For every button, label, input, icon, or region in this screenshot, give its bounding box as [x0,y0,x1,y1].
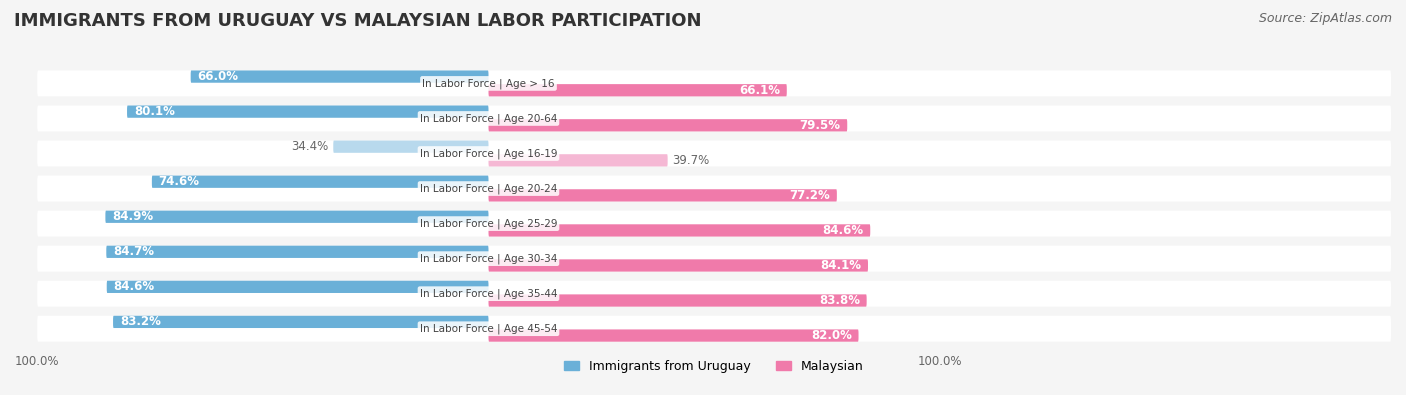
Text: In Labor Force | Age 20-64: In Labor Force | Age 20-64 [420,113,557,124]
Text: 82.0%: 82.0% [811,329,852,342]
Text: 84.1%: 84.1% [820,259,862,272]
FancyBboxPatch shape [488,224,870,237]
Text: 74.6%: 74.6% [159,175,200,188]
FancyBboxPatch shape [488,294,866,307]
Text: 84.6%: 84.6% [114,280,155,293]
FancyBboxPatch shape [105,211,488,223]
FancyBboxPatch shape [488,260,868,272]
Text: 34.4%: 34.4% [291,140,329,153]
Text: In Labor Force | Age 20-24: In Labor Force | Age 20-24 [420,183,557,194]
FancyBboxPatch shape [488,154,668,166]
FancyBboxPatch shape [37,211,1391,237]
Text: In Labor Force | Age 25-29: In Labor Force | Age 25-29 [420,218,557,229]
FancyBboxPatch shape [333,141,488,153]
Text: In Labor Force | Age > 16: In Labor Force | Age > 16 [422,78,555,88]
Text: In Labor Force | Age 16-19: In Labor Force | Age 16-19 [420,148,557,159]
Text: Source: ZipAtlas.com: Source: ZipAtlas.com [1258,12,1392,25]
Text: In Labor Force | Age 45-54: In Labor Force | Age 45-54 [420,324,557,334]
FancyBboxPatch shape [152,176,488,188]
FancyBboxPatch shape [37,316,1391,342]
Text: 84.9%: 84.9% [112,210,153,223]
FancyBboxPatch shape [191,70,488,83]
Text: 66.1%: 66.1% [740,84,780,97]
FancyBboxPatch shape [488,329,859,342]
Text: 39.7%: 39.7% [672,154,710,167]
Text: 79.5%: 79.5% [800,119,841,132]
Text: In Labor Force | Age 35-44: In Labor Force | Age 35-44 [420,288,557,299]
FancyBboxPatch shape [488,189,837,201]
Text: 83.2%: 83.2% [120,315,160,328]
FancyBboxPatch shape [37,281,1391,307]
Text: 84.7%: 84.7% [112,245,155,258]
FancyBboxPatch shape [488,84,787,96]
FancyBboxPatch shape [127,105,488,118]
FancyBboxPatch shape [37,70,1391,96]
Text: 80.1%: 80.1% [134,105,174,118]
FancyBboxPatch shape [37,176,1391,201]
Text: 84.6%: 84.6% [823,224,863,237]
FancyBboxPatch shape [107,281,488,293]
Text: In Labor Force | Age 30-34: In Labor Force | Age 30-34 [420,253,557,264]
FancyBboxPatch shape [107,246,488,258]
Text: 77.2%: 77.2% [789,189,830,202]
FancyBboxPatch shape [37,105,1391,132]
FancyBboxPatch shape [488,119,848,132]
FancyBboxPatch shape [112,316,488,328]
Text: 83.8%: 83.8% [818,294,860,307]
Text: IMMIGRANTS FROM URUGUAY VS MALAYSIAN LABOR PARTICIPATION: IMMIGRANTS FROM URUGUAY VS MALAYSIAN LAB… [14,12,702,30]
Legend: Immigrants from Uruguay, Malaysian: Immigrants from Uruguay, Malaysian [560,355,869,378]
FancyBboxPatch shape [37,246,1391,272]
Text: 66.0%: 66.0% [197,70,239,83]
FancyBboxPatch shape [37,141,1391,166]
